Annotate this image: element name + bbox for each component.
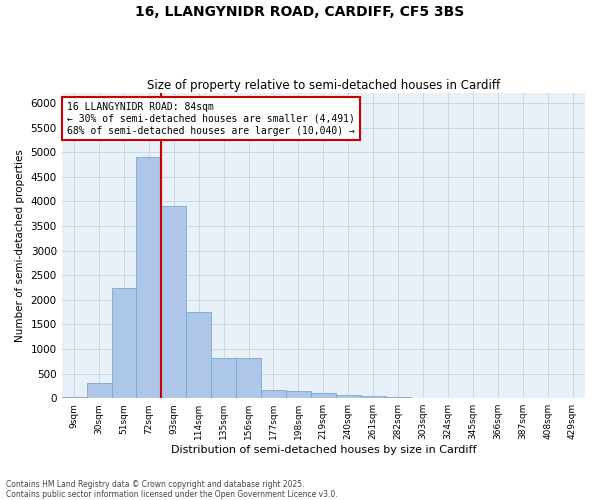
Bar: [386, 397, 410, 398]
Bar: [161, 206, 186, 398]
Bar: [236, 358, 261, 398]
Title: Size of property relative to semi-detached houses in Cardiff: Size of property relative to semi-detach…: [147, 79, 500, 92]
Bar: [211, 358, 236, 398]
Bar: [336, 395, 361, 398]
X-axis label: Distribution of semi-detached houses by size in Cardiff: Distribution of semi-detached houses by …: [170, 445, 476, 455]
Bar: [62, 397, 86, 398]
Bar: [186, 312, 211, 398]
Bar: [286, 390, 311, 398]
Bar: [261, 390, 286, 398]
Bar: [311, 393, 336, 398]
Text: 16, LLANGYNIDR ROAD, CARDIFF, CF5 3BS: 16, LLANGYNIDR ROAD, CARDIFF, CF5 3BS: [136, 5, 464, 19]
Bar: [86, 383, 112, 398]
Text: 16 LLANGYNIDR ROAD: 84sqm
← 30% of semi-detached houses are smaller (4,491)
68% : 16 LLANGYNIDR ROAD: 84sqm ← 30% of semi-…: [67, 102, 355, 136]
Y-axis label: Number of semi-detached properties: Number of semi-detached properties: [15, 149, 25, 342]
Bar: [136, 157, 161, 398]
Bar: [112, 288, 136, 398]
Text: Contains HM Land Registry data © Crown copyright and database right 2025.
Contai: Contains HM Land Registry data © Crown c…: [6, 480, 338, 499]
Bar: [361, 396, 386, 398]
